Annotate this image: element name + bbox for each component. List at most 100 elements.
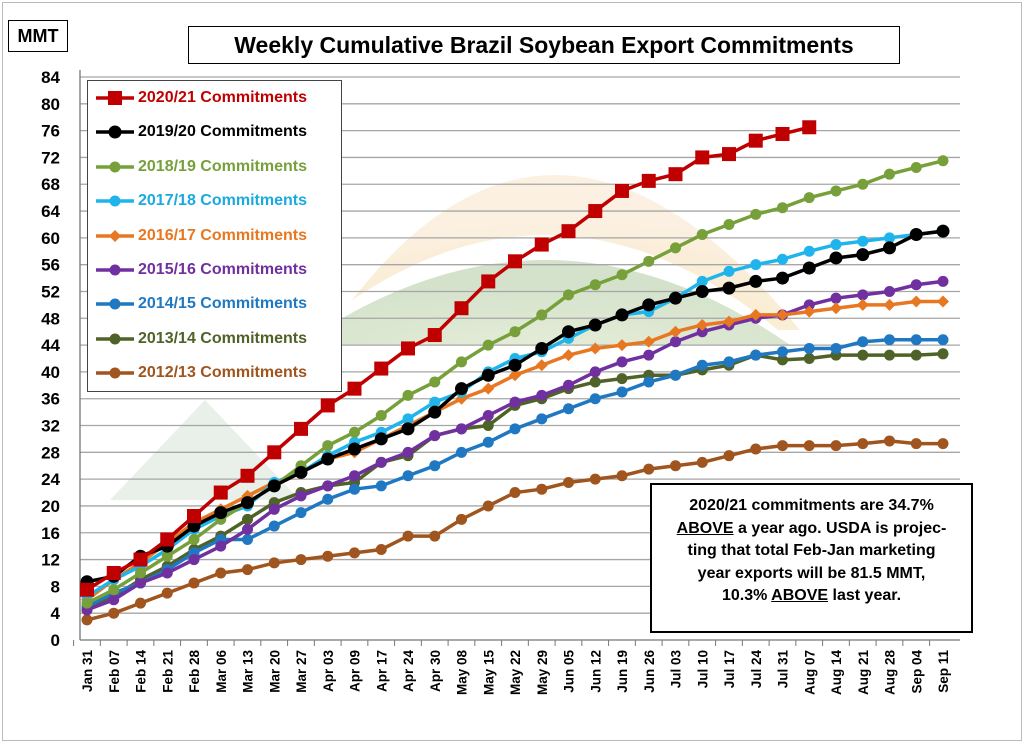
data-point [240, 468, 255, 483]
data-point [642, 335, 655, 348]
data-point [322, 480, 334, 492]
data-point [268, 503, 280, 515]
data-point [802, 120, 817, 135]
data-point [429, 396, 441, 408]
data-point [536, 389, 548, 401]
data-point [884, 232, 895, 244]
x-tick-label: May 15 [481, 650, 496, 696]
x-tick-label: Jul 24 [749, 650, 764, 689]
data-point [320, 398, 335, 413]
legend-label: 2015/16 Commitments [138, 261, 307, 278]
data-point [615, 308, 629, 322]
data-point [936, 224, 950, 238]
x-tick-label: Jun 12 [588, 650, 603, 693]
legend: 2020/21 Commitments 2019/20 Commitments 20… [87, 80, 342, 392]
data-point [616, 386, 628, 398]
data-point [215, 540, 227, 552]
data-point [482, 382, 495, 395]
data-point [750, 349, 762, 361]
data-point [670, 242, 681, 254]
data-point [241, 496, 254, 510]
x-tick-label: May 29 [535, 650, 550, 695]
legend-marker [109, 195, 121, 207]
data-point [454, 301, 469, 316]
data-point [135, 567, 146, 579]
legend-marker [109, 161, 121, 173]
data-point [268, 520, 280, 532]
data-point [589, 342, 602, 355]
data-point [482, 436, 494, 448]
data-point [456, 423, 467, 435]
data-point [242, 523, 253, 535]
data-point [188, 577, 200, 589]
data-point [884, 349, 895, 361]
data-point [402, 389, 414, 401]
data-point [696, 359, 708, 371]
data-point [213, 485, 228, 500]
x-tick-label: Sep 11 [936, 650, 951, 693]
data-point [588, 204, 603, 219]
legend-item: 2013/14 Commitments [88, 329, 341, 349]
data-point [696, 275, 708, 287]
annotation-text: 10.3% [721, 587, 772, 604]
legend-marker [109, 367, 121, 379]
data-point [402, 413, 414, 425]
annotation-line: year exports will be 81.5 MMT, [697, 564, 926, 582]
data-point [561, 224, 576, 239]
data-point [803, 305, 816, 318]
data-point [242, 564, 253, 576]
data-point [830, 239, 842, 251]
data-point [777, 346, 788, 358]
data-point [455, 382, 468, 396]
legend-swatch [96, 298, 134, 310]
data-point [937, 334, 949, 346]
legend-label: 2016/17 Commitments [138, 226, 307, 244]
data-point [937, 155, 949, 167]
data-point [830, 185, 842, 197]
annotation-text: a year ago. USDA is projec- [733, 519, 947, 537]
data-point [188, 533, 200, 545]
data-point [322, 550, 334, 562]
data-point [267, 445, 282, 460]
data-point [295, 490, 307, 502]
y-tick-label: 20 [41, 497, 60, 516]
legend-item: 2012/13 Commitments [88, 363, 341, 383]
data-point [884, 168, 895, 180]
data-point [857, 336, 869, 348]
data-point [775, 126, 790, 141]
data-point [482, 500, 494, 512]
data-point [428, 405, 442, 419]
chart-title: Weekly Cumulative Brazil Soybean Export … [188, 26, 900, 64]
legend-marker [108, 125, 122, 139]
x-tick-label: Aug 21 [856, 650, 871, 696]
data-point [563, 403, 574, 415]
data-point [589, 366, 601, 378]
data-point [322, 440, 334, 452]
data-point [937, 348, 949, 360]
data-point [375, 456, 387, 468]
x-tick-label: Jul 17 [722, 650, 737, 688]
data-point [937, 275, 949, 287]
data-point [642, 298, 656, 312]
data-point [910, 349, 922, 361]
data-point [242, 513, 253, 525]
data-point [616, 339, 628, 352]
y-tick-label: 0 [51, 631, 60, 650]
x-tick-label: Jul 03 [669, 650, 684, 689]
legend-item: 2016/17 Commitments [88, 226, 341, 246]
annotation-line: ABOVE a year ago. USDA is projec- [652, 518, 971, 541]
data-point [749, 274, 763, 288]
data-point [750, 443, 762, 455]
x-tick-label: Aug 28 [883, 650, 898, 696]
data-point [215, 567, 227, 579]
data-point [375, 409, 387, 421]
x-tick-label: Jun 05 [562, 650, 577, 693]
series-2014-15 [81, 334, 949, 612]
data-point [108, 607, 120, 619]
legend-swatch [96, 229, 134, 242]
legend-label: 2018/19 Commitments [138, 157, 307, 175]
legend-swatch [96, 195, 134, 207]
data-point [482, 420, 494, 432]
data-point [910, 438, 922, 450]
